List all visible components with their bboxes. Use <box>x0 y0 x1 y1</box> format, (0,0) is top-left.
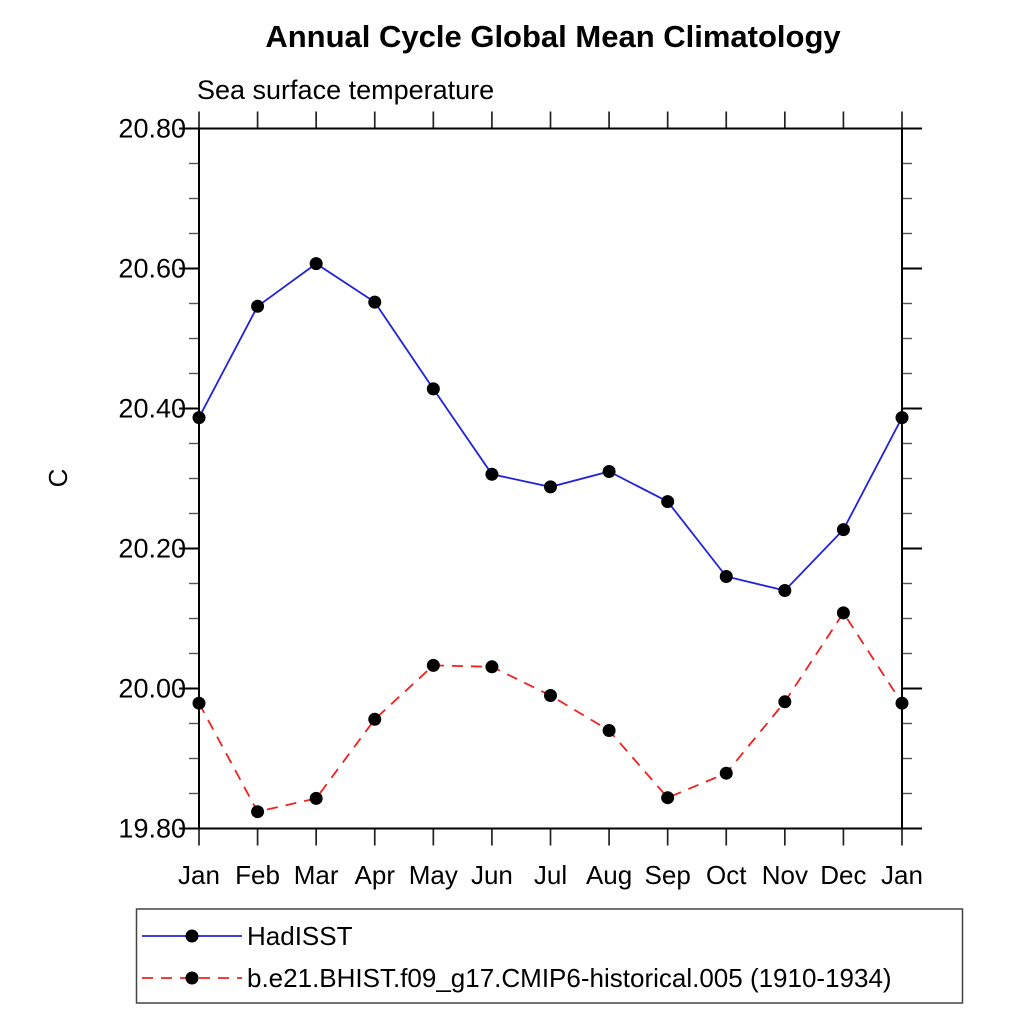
y-tick-label: 20.60 <box>118 254 186 284</box>
legend-marker <box>185 929 199 943</box>
data-point-marker <box>661 495 675 509</box>
x-tick-label: Jun <box>471 860 513 890</box>
data-point-marker <box>544 480 557 494</box>
data-point-marker <box>778 584 792 597</box>
x-tick-label: Jan <box>178 860 220 890</box>
legend-marker <box>185 971 199 985</box>
data-point-marker <box>309 257 323 271</box>
y-tick-label: 20.40 <box>118 394 186 424</box>
y-tick-label: 20.00 <box>118 674 186 704</box>
y-tick-label: 19.80 <box>118 814 186 844</box>
x-tick-label: Feb <box>235 860 280 890</box>
data-point-marker <box>602 724 616 737</box>
data-point-marker <box>485 660 499 674</box>
data-point-marker <box>895 411 909 425</box>
series-line-1 <box>198 611 903 813</box>
legend-label: HadISST <box>247 921 353 951</box>
plot-frame <box>198 127 903 830</box>
data-point-marker <box>426 382 440 396</box>
data-point-marker <box>602 465 616 478</box>
data-point-marker <box>368 712 382 726</box>
legend-box <box>135 908 964 1004</box>
data-point-marker <box>719 766 733 780</box>
legend-label: b.e21.BHIST.f09_g17.CMIP6-historical.005… <box>247 963 892 993</box>
data-point-marker <box>192 411 206 425</box>
data-point-marker <box>251 805 265 819</box>
data-point-marker <box>251 299 265 313</box>
data-point-marker <box>192 696 206 710</box>
y-axis-label: C <box>43 469 73 488</box>
x-tick-label: Sep <box>645 860 691 890</box>
data-point-marker <box>661 791 675 805</box>
data-series <box>192 257 909 819</box>
x-tick-label: Mar <box>294 860 339 890</box>
data-point-marker <box>544 689 557 702</box>
x-tick-label: Dec <box>820 860 866 890</box>
legend: HadISST b.e21.BHIST.f09_g17.CMIP6-histori… <box>135 908 964 1004</box>
data-point-marker <box>368 295 382 309</box>
data-point-marker <box>778 695 792 709</box>
x-tick-label: Aug <box>586 860 632 890</box>
x-tick-label: Oct <box>706 860 747 890</box>
x-tick-label: Jul <box>534 860 567 890</box>
data-point-marker <box>309 791 323 805</box>
data-point-marker <box>836 606 850 620</box>
data-point-marker <box>836 523 850 537</box>
axes: 19.80 20.00 20.20 20.40 20.60 20.80 Jan Feb Mar A… <box>118 111 923 890</box>
data-point-marker <box>426 658 440 672</box>
x-tick-label: May <box>409 860 458 890</box>
x-tick-label: Apr <box>355 860 396 890</box>
chart-subtitle: Sea surface temperature <box>197 75 494 105</box>
data-point-marker <box>895 696 909 710</box>
x-tick-label: Nov <box>762 860 808 890</box>
y-tick-label: 20.20 <box>118 534 186 564</box>
chart-title: Annual Cycle Global Mean Climatology <box>265 19 841 54</box>
x-tick-label: Jan <box>881 860 923 890</box>
y-tick-label: 20.80 <box>118 114 186 144</box>
series-line-0 <box>198 262 903 592</box>
data-point-marker <box>485 467 499 481</box>
data-point-marker <box>719 570 733 583</box>
